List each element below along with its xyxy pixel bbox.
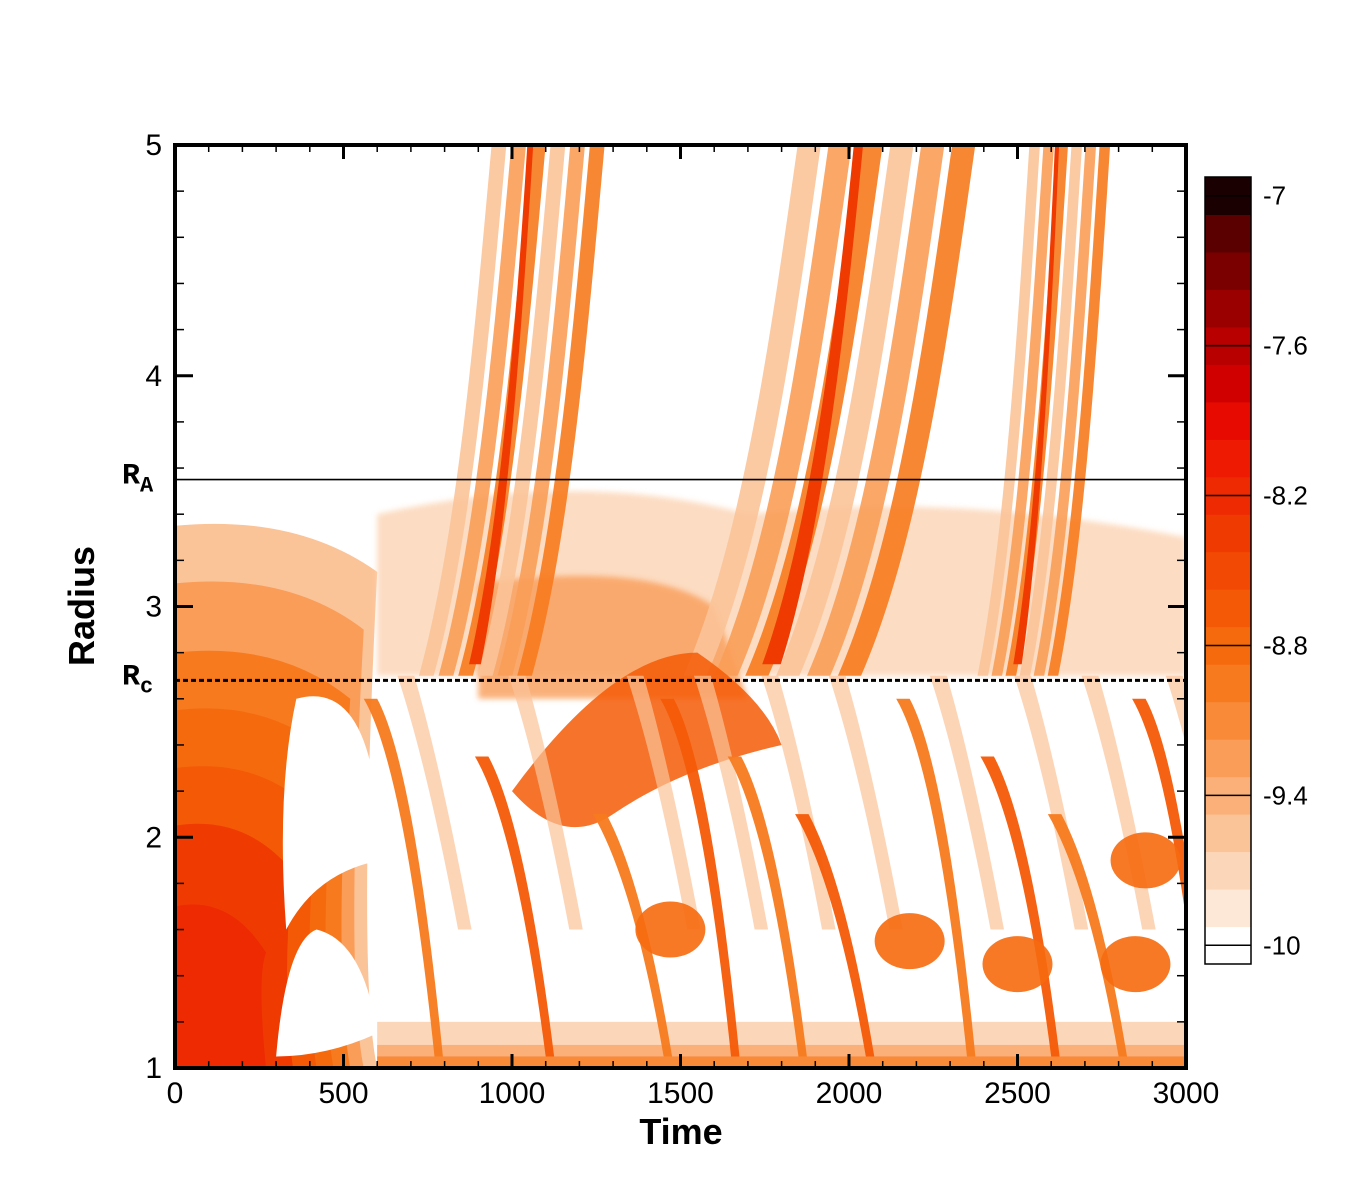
y-tick-labels: 1 2 3 4 5 [145,129,162,1085]
infall-streak-halo [397,675,472,930]
x-tick-label: 1000 [479,1077,546,1110]
outburst-streamer [418,145,507,676]
x-tick-label: 3000 [1153,1077,1220,1110]
ref-label-main: R [122,460,140,494]
outburst-core [1013,145,1060,665]
infall-streak [592,814,673,1057]
accretion-blob [874,913,945,970]
x-tick-label: 1500 [647,1077,714,1110]
colorbar-segment [1205,214,1251,253]
colorbar-tick-label: -10 [1263,930,1301,960]
colorbar: -7 -7.6 -8.2 -8.8 -9.4 -10 [1204,176,1308,965]
y-tick-label: 5 [145,129,162,162]
colorbar-segment [1205,551,1251,590]
colorbar-segment [1205,814,1251,853]
colorbar-segment [1205,289,1251,328]
y-tick-label: 4 [145,360,162,393]
void-region [276,929,378,1057]
colorbar-segment [1205,401,1251,440]
contour-field [175,145,1186,1068]
ref-label-main: R [122,660,140,694]
colorbar-tick-label: -7 [1263,181,1286,211]
colorbar-segment [1205,439,1251,478]
infall-streak-halo [626,675,701,930]
infall-streak [1047,814,1128,1057]
void-region [282,696,381,930]
outburst-streamer [517,145,605,676]
x-tick-label: 0 [167,1077,184,1110]
accretion-blob [982,936,1053,993]
infall-streak [980,756,1060,1057]
outburst-streamer [837,145,976,676]
colorbar-frame [1204,176,1252,965]
colorbar-segment [1205,701,1251,740]
x-tick-label: 2000 [816,1077,883,1110]
colorbar-segment [1205,664,1251,703]
svg-text:Rc: Rc [122,660,153,699]
infall-streak [896,698,976,1057]
infall-streak [363,698,443,1057]
y-tick-label: 1 [145,1052,162,1085]
colorbar-segment [1205,364,1251,403]
early-core-contour [175,904,266,1068]
outburst-streamer [438,145,526,676]
x-tick-label: 2500 [984,1077,1051,1110]
infall-streak-halo [929,675,1005,930]
infall-streak [795,814,875,1057]
infall-streak-halo [828,675,903,930]
infall-streak-halo [508,675,583,930]
outburst-streamer [991,145,1054,676]
accretion-blob [1110,832,1181,889]
colorbar-tick-label: -9.4 [1263,780,1308,810]
infall-streak [660,698,740,1057]
infall-streak-halo [1165,675,1186,746]
x-tick-label: 500 [318,1077,368,1110]
colorbar-segment [1205,589,1251,628]
outburst-core [469,145,534,665]
infall-streak [727,756,807,1057]
colorbar-tick-label: -8.2 [1263,481,1308,511]
colorbar-segment [1205,889,1251,928]
x-axis-title: Time [639,1111,722,1152]
outburst-streamer [683,145,821,676]
x-tick-labels: 0 500 1000 1500 2000 2500 3000 [167,1077,1220,1110]
accretion-blob [1100,936,1171,993]
svg-text:RA: RA [122,460,154,499]
outburst-streamer [497,145,585,676]
y-axis-title: Radius [61,546,102,666]
infall-streak-halo [761,675,836,930]
outburst-streamer [1047,145,1111,676]
outburst-streamer [477,145,566,676]
colorbar-segment [1205,739,1251,778]
corotation-radius-label: Rc [122,660,153,699]
plot-area [173,143,1188,1070]
axis-ticks [173,143,1188,1070]
infall-streak [474,756,555,1057]
alfven-radius-label: RA [122,460,154,499]
outburst-streamer [977,145,1040,676]
infall-streak-halo [1014,675,1089,930]
colorbar-segment [1205,251,1251,290]
colorbar-tick-label: -7.6 [1263,331,1308,361]
ref-label-subscript: A [140,474,154,499]
outburst-streamer [714,145,852,676]
colorbar-tick-label: -8.8 [1263,630,1308,660]
accretion-blob [635,901,706,958]
y-tick-label: 2 [145,821,162,854]
infall-streak-halo [693,675,769,930]
outburst-streamer [1033,145,1097,676]
outburst-streamer [1019,145,1083,676]
colorbar-segment [1205,514,1251,553]
y-tick-label: 3 [145,591,162,624]
colorbar-segment [1205,851,1251,890]
infall-streak [1132,698,1186,919]
ref-label-subscript: c [140,674,153,699]
outburst-streamer [776,145,914,676]
outburst-streamer [807,145,945,676]
outburst-core [762,145,864,665]
